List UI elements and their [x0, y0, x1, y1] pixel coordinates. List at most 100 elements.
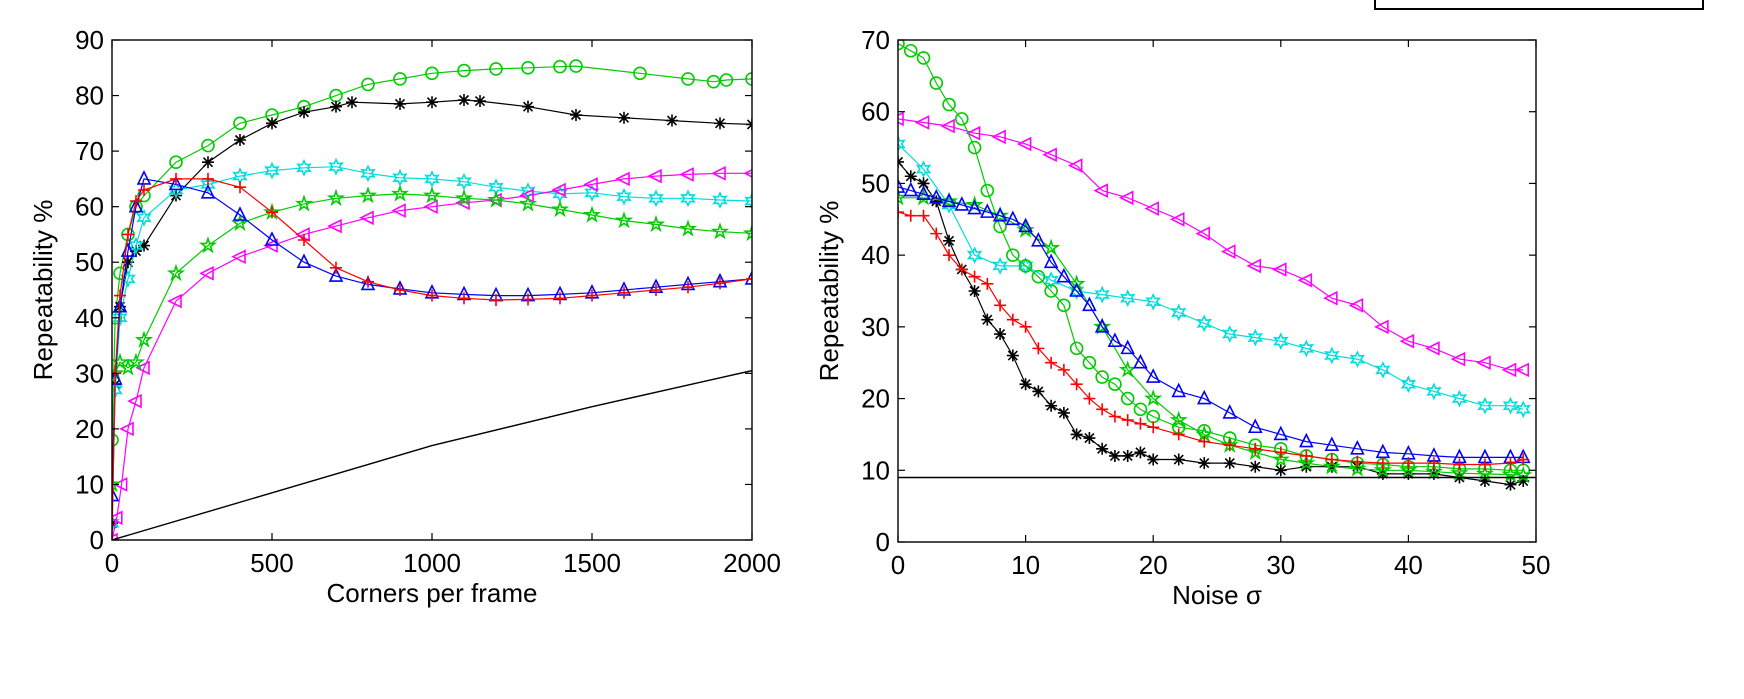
data-point-black-star: [904, 170, 917, 183]
data-point-red-plus: [1108, 410, 1121, 423]
data-point-green-pentagram: [1297, 453, 1316, 471]
data-point-blue-triangle-up: [967, 199, 982, 215]
data-point-magenta-triangle-left: [1450, 351, 1466, 367]
x-tick-label: 1000: [403, 548, 461, 578]
data-point-black-star: [1198, 457, 1211, 470]
data-point-blue-triangle-up: [112, 486, 120, 502]
data-point-blue-triangle-up: [168, 175, 184, 191]
data-point-blue-triangle-up: [1120, 339, 1135, 355]
data-point-green-pentagram: [710, 222, 730, 240]
data-point-cyan-hexagram: [966, 246, 983, 264]
data-point-black-star: [994, 328, 1007, 341]
data-point-magenta-triangle-left: [551, 182, 566, 198]
data-point-green-pentagram: [990, 206, 1010, 224]
data-point-cyan-hexagram: [992, 256, 1008, 275]
data-point-green-pentagram: [1093, 317, 1112, 335]
data-point-green-pentagram: [582, 205, 602, 223]
data-point-red-plus: [1198, 435, 1211, 448]
data-point-magenta-triangle-left: [199, 266, 214, 281]
data-point-red-plus: [1083, 392, 1096, 405]
series-green-pentagram: [112, 184, 752, 493]
data-point-green-circle: [1133, 402, 1148, 417]
x-tick-label: 1500: [563, 548, 621, 578]
series-line-green-pentagram: [112, 193, 752, 485]
data-point-green-pentagram: [486, 190, 506, 208]
data-point-magenta-triangle-left: [295, 227, 310, 242]
data-point-cyan-hexagram: [264, 161, 280, 180]
data-point-cyan-hexagram: [1094, 285, 1110, 304]
data-point-green-circle: [1108, 377, 1122, 392]
data-point-magenta-triangle-left: [1093, 183, 1108, 198]
data-point-red-plus: [138, 184, 150, 196]
data-point-black-star: [1517, 475, 1530, 488]
data-point-green-pentagram: [1450, 463, 1469, 481]
data-point-red-plus: [1453, 458, 1466, 471]
data-point-cyan-hexagram: [898, 135, 906, 153]
data-point-magenta-triangle-left: [1323, 290, 1338, 306]
data-point-blue-triangle-up: [980, 203, 995, 218]
y-tick-label: 10: [861, 455, 890, 485]
data-point-cyan-hexagram: [456, 172, 472, 191]
data-point-blue-triangle-up: [136, 170, 152, 185]
data-point-red-plus: [1121, 414, 1134, 427]
data-point-red-plus: [746, 272, 752, 285]
data-point-cyan-hexagram: [1349, 350, 1366, 369]
data-point-red-plus: [1147, 421, 1160, 434]
data-point-green-pentagram: [550, 199, 570, 218]
axes-frame: [897, 39, 1537, 543]
data-point-green-pentagram: [518, 194, 538, 212]
y-tick-label: 0: [90, 525, 104, 555]
data-point-green-circle: [1044, 284, 1058, 298]
plot-area: [898, 40, 1536, 491]
data-point-cyan-hexagram: [1273, 332, 1289, 351]
data-point-blue-triangle-up: [1171, 382, 1187, 398]
series-line-magenta-triangle-left: [898, 118, 1524, 371]
legend-box-partial: [1374, 0, 1704, 10]
data-point-green-pentagram: [326, 188, 346, 207]
y-tick-label: 40: [75, 303, 104, 333]
data-point-magenta-triangle-left: [1169, 211, 1185, 227]
data-point-cyan-hexagram: [1017, 256, 1034, 275]
chart-corners-per-frame: 0 500 1000 1500 2000 0 10 20 30 40 50 60 70 80 90 Corne…: [28, 25, 781, 608]
data-point-blue-triangle-up: [1196, 389, 1212, 405]
data-point-cyan-hexagram: [680, 189, 696, 208]
data-point-cyan-hexagram: [744, 192, 752, 211]
data-point-blue-triangle-up: [1247, 418, 1263, 434]
series-red-plus: [112, 172, 752, 540]
data-point-green-circle: [1057, 298, 1071, 313]
data-point-black-star: [1096, 442, 1109, 455]
series-line-green-pentagram: [898, 197, 1524, 476]
data-point-green-pentagram: [939, 191, 959, 210]
series-cyan-hexagram: [898, 135, 1531, 419]
data-point-black-star: [1172, 453, 1185, 466]
series-line-cyan-hexagram: [898, 143, 1524, 410]
data-point-blue-triangle-up: [954, 196, 970, 211]
data-point-red-plus: [930, 227, 943, 240]
data-point-magenta-triangle-left: [455, 195, 470, 211]
data-point-cyan-hexagram: [360, 164, 376, 183]
x-tick-label: 10: [1011, 550, 1040, 580]
data-point-green-pentagram: [678, 219, 698, 237]
data-point-red-plus: [266, 206, 278, 219]
data-point-red-plus: [1019, 320, 1032, 333]
data-point-green-circle: [706, 74, 721, 89]
data-point-cyan-hexagram: [1375, 360, 1391, 379]
data-point-red-plus: [362, 275, 374, 288]
data-point-blue-triangle-up: [1350, 439, 1365, 455]
data-point-green-circle: [1120, 391, 1135, 406]
data-point-black-star: [930, 195, 943, 208]
data-point-black-star: [1057, 406, 1070, 419]
data-point-red-plus: [458, 292, 470, 305]
series-blue-triangle-up: [112, 170, 752, 502]
data-point-black-star: [458, 94, 470, 106]
data-point-cyan-hexagram: [1515, 400, 1531, 419]
data-point-black-star: [1019, 378, 1032, 391]
data-point-green-pentagram: [1322, 457, 1341, 475]
data-point-blue-triangle-up: [128, 197, 144, 213]
data-point-green-circle: [898, 40, 905, 51]
data-point-cyan-hexagram: [1145, 292, 1161, 311]
data-point-black-star: [122, 256, 134, 269]
data-point-green-circle: [1031, 269, 1046, 284]
data-point-cyan-hexagram: [112, 308, 128, 327]
